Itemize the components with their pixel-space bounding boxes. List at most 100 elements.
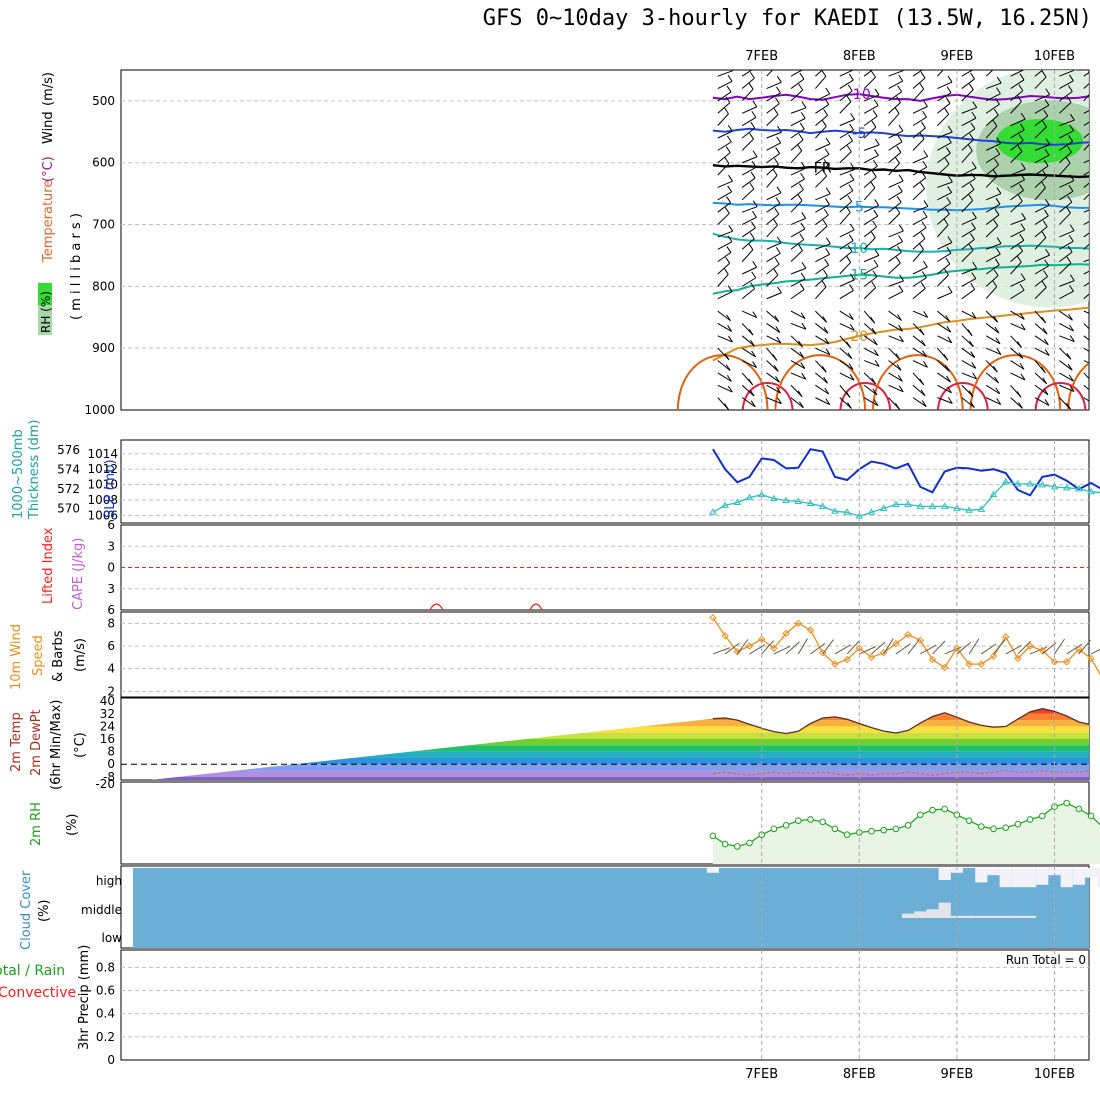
wind-barb-staff — [985, 203, 1001, 213]
wind-barb-staff — [815, 264, 829, 275]
wind-barb-staff — [864, 144, 880, 151]
wind-barb-staff — [863, 126, 877, 139]
rh2m-point — [1087, 812, 1095, 820]
wind-speed-point — [904, 630, 912, 639]
wind-barb-flag — [970, 172, 976, 180]
rh2m-point — [941, 805, 949, 813]
wind-barb-staff — [1059, 310, 1073, 321]
wind-barb-staff — [1010, 168, 1026, 176]
wind-barb-staff — [1083, 232, 1089, 238]
wind-barb-staff — [815, 243, 831, 250]
wind-barb-staff — [766, 372, 780, 383]
wind-barb-flag — [1045, 409, 1047, 410]
wind-barb-flag — [945, 415, 949, 421]
thickness-point — [916, 502, 925, 509]
wind-barb-flag — [996, 348, 1002, 355]
thickness-point — [1026, 479, 1034, 487]
wind-barb-flag — [850, 113, 855, 120]
wind-barb-flag — [752, 211, 757, 218]
wind-barb-flag — [946, 136, 952, 143]
wind-barb-staff — [985, 275, 999, 287]
wind-barb-staff — [766, 92, 781, 102]
wind-barb-staff — [741, 347, 756, 358]
wind-barb-staff — [863, 265, 879, 275]
rh2m-point — [1026, 816, 1034, 823]
wind-barb-flag — [944, 268, 949, 276]
wind-barb-flag — [996, 237, 1002, 244]
wind-barb-staff — [961, 347, 976, 358]
wind-barb-staff — [888, 347, 901, 360]
wind10m-panel — [120, 611, 1100, 698]
wind-barb-flag — [923, 361, 928, 368]
wind-barb-flag — [1041, 231, 1047, 238]
wind-barb-flag — [725, 364, 731, 371]
wind-barb-flag — [846, 95, 852, 103]
wind-barb-staff — [961, 217, 977, 226]
wind-barb-staff — [839, 240, 854, 250]
wind-barb-flag — [1093, 400, 1097, 406]
wind-barb-flag — [727, 285, 733, 292]
cloud-mid-cell — [926, 909, 939, 918]
wind-barb-flag — [920, 121, 926, 129]
wind-barb-flag — [798, 340, 803, 348]
wind-barb-staff — [717, 180, 733, 188]
wind-barb-flag — [748, 328, 754, 336]
wind-barb-staff — [1034, 154, 1050, 164]
wind-speed-point — [843, 655, 851, 664]
wind-barb-staff — [1010, 79, 1025, 89]
wind-barb-flag — [922, 210, 928, 218]
wind-barb-staff — [1034, 276, 1048, 287]
wind-barb-staff — [937, 384, 952, 394]
wind-barb-flag — [895, 256, 901, 264]
precip-conv-label: Convective — [0, 985, 76, 1001]
y-tick-label: 16 — [100, 732, 115, 746]
wind-barb-flag — [897, 314, 902, 321]
wind10m-titles: 10m Wind Speed & Barbs (m/s) — [9, 624, 88, 690]
wind-barb-staff — [717, 70, 733, 77]
wind-barb-flag — [845, 206, 851, 213]
wind-barb-flag — [1045, 88, 1051, 95]
y-tick-label: low — [102, 931, 123, 945]
wind-barb-flag — [775, 326, 781, 333]
wind-barb-flag — [1041, 316, 1047, 324]
wind-barb-staff — [937, 372, 951, 383]
y-tick-label: middle — [81, 903, 122, 917]
wind-barb-staff — [937, 335, 952, 344]
wind-barb-flag — [748, 378, 754, 386]
wind-barb-flag — [1092, 390, 1096, 396]
thickness-point — [1001, 478, 1010, 485]
wind-barb-staff — [717, 191, 732, 201]
wind-barb-staff — [863, 94, 880, 102]
wind-barb-staff — [766, 81, 782, 90]
wind-barb-flag — [922, 350, 927, 357]
wind-barb-staff — [986, 82, 1002, 90]
wind-barb-flag — [750, 121, 756, 129]
wind-barb-staff — [1083, 193, 1089, 201]
thickness-point — [904, 500, 912, 507]
temperature-contour-25 — [872, 354, 964, 410]
wind-barb-flag — [801, 372, 807, 380]
wind-barb-flag — [1017, 194, 1023, 202]
wind-barb-staff — [790, 139, 804, 151]
wind-barb-staff — [888, 102, 901, 114]
wind-barb-flag — [1093, 271, 1097, 277]
wind-barb-flag — [1044, 399, 1050, 406]
wind-barb-staff — [937, 92, 952, 102]
wind-barb-flag — [748, 82, 754, 90]
wind-barb-flag — [846, 256, 852, 263]
wind-barb-flag — [1041, 181, 1046, 189]
wind-barb-flag — [1091, 183, 1095, 189]
wind-barb-staff — [888, 384, 904, 393]
wind-barb-flag — [946, 375, 951, 383]
wind-barb-flag — [772, 354, 778, 361]
wind-barb-flag — [849, 284, 854, 291]
wind-barb-staff — [766, 153, 780, 164]
wind-barb-flag — [898, 74, 904, 82]
wind-barb-staff — [1034, 347, 1050, 356]
wind-barb-flag — [1041, 281, 1047, 288]
wind-barb-staff — [863, 165, 878, 176]
wind-barb-flag — [1021, 63, 1025, 69]
wind-barb-flag — [994, 158, 1000, 166]
wind-barb-staff — [839, 79, 854, 89]
wind-barb-staff — [790, 70, 804, 77]
